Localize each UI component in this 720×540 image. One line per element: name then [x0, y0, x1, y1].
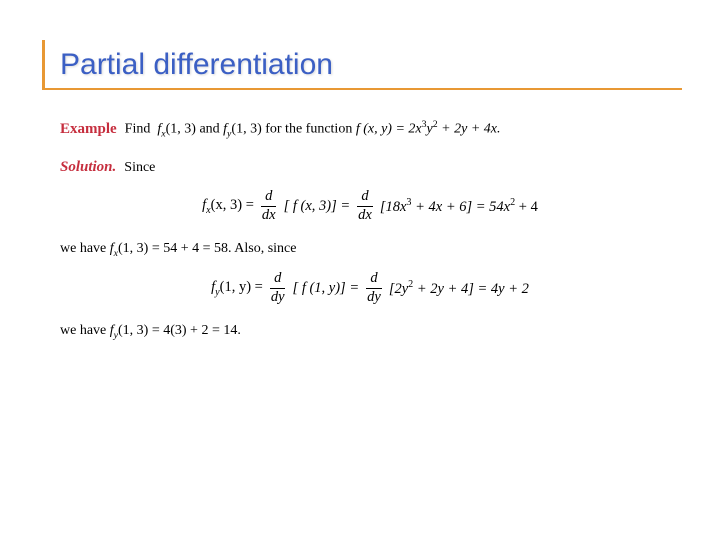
equation-fx: fx(x, 3) = d dx [ f (x, 3)] = d dx [18x3… [60, 189, 680, 224]
content: Example Find fx(1, 3) and fy(1, 3) for t… [60, 118, 680, 344]
result-fx-line: we have fx(1, 3) = 54 + 4 = 58. Also, si… [60, 238, 680, 261]
fraction-ddx-1: d dx [258, 189, 280, 224]
fraction-ddy-2: d dy [363, 271, 385, 306]
horizontal-accent-line [42, 88, 682, 90]
equation-fy: fy(1, y) = d dy [ f (1, y)] = d dy [2y2 … [60, 271, 680, 306]
prompt-text: Find fx(1, 3) and fy(1, 3) for the funct… [125, 118, 501, 142]
since-text: Since [124, 157, 155, 178]
solution-label: Solution. [60, 156, 116, 179]
example-line: Example Find fx(1, 3) and fy(1, 3) for t… [60, 118, 680, 142]
vertical-accent-bar [42, 40, 45, 88]
solution-line: Solution. Since [60, 156, 680, 179]
example-label: Example [60, 118, 117, 141]
result-fy-line: we have fy(1, 3) = 4(3) + 2 = 14. [60, 320, 680, 343]
title-block: Partial differentiation [60, 48, 680, 90]
slide: Partial differentiation Example Find fx(… [0, 0, 720, 370]
page-title: Partial differentiation [60, 48, 680, 88]
fraction-ddy-1: d dy [267, 271, 289, 306]
fraction-ddx-2: d dx [354, 189, 376, 224]
